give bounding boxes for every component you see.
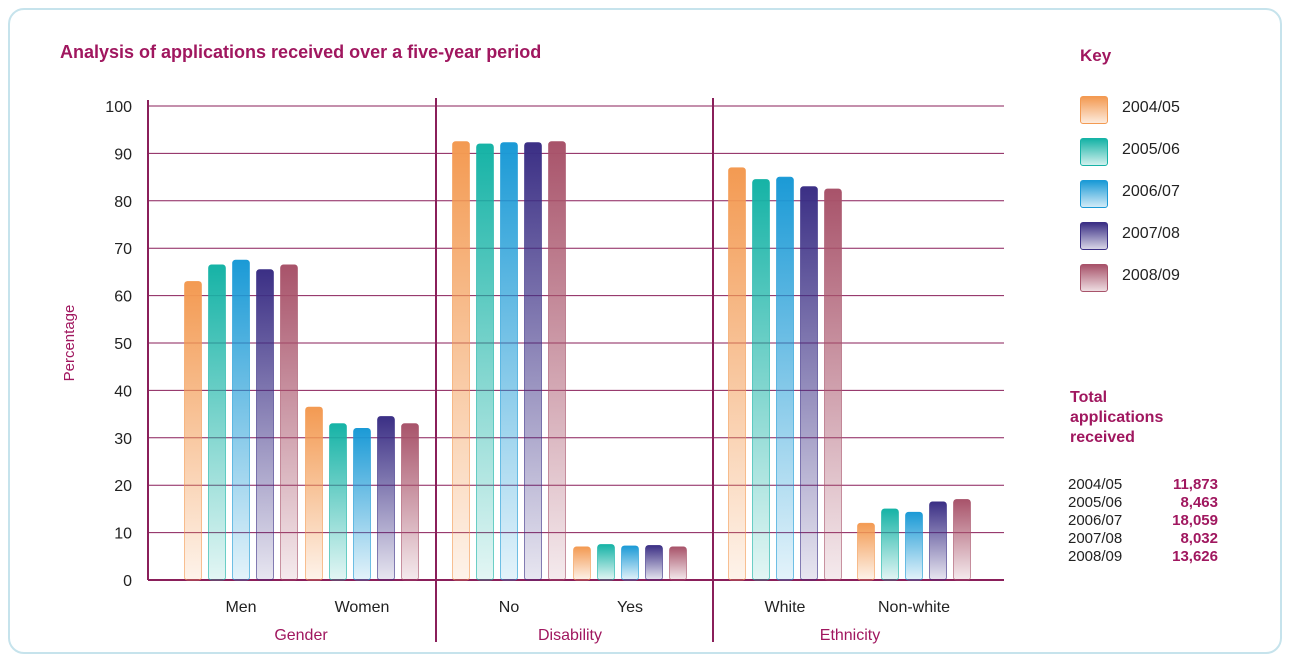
bar <box>800 186 818 581</box>
bar <box>476 143 494 581</box>
group-label: Ethnicity <box>820 627 880 644</box>
y-tick-label: 0 <box>123 573 132 590</box>
bar <box>881 508 899 581</box>
totals-year: 2008/09 <box>1068 548 1123 565</box>
bar <box>452 141 470 581</box>
group-label: Gender <box>274 627 328 644</box>
legend-label: 2005/06 <box>1122 141 1180 158</box>
totals-row: 2006/07 18,059 <box>1068 512 1218 530</box>
totals-row: 2004/05 11,873 <box>1068 476 1218 494</box>
chart-title: Analysis of applications received over a… <box>60 42 542 62</box>
totals-table: 2004/05 11,873 2005/06 8,463 2006/07 18,059… <box>1068 476 1218 566</box>
y-tick-label: 20 <box>114 478 132 495</box>
bar <box>776 176 794 581</box>
bar <box>524 142 542 581</box>
bar <box>329 423 347 581</box>
bar <box>857 522 875 581</box>
x-tick-label: Women <box>335 599 390 616</box>
bar <box>905 511 923 581</box>
x-tick-label: Yes <box>617 599 643 616</box>
legend-swatch <box>1080 138 1108 166</box>
bar <box>752 179 770 581</box>
y-tick-label: 40 <box>114 383 132 400</box>
y-tick-label: 70 <box>114 241 132 258</box>
bar <box>184 281 202 581</box>
x-tick-label: No <box>499 599 520 616</box>
bar <box>377 416 395 581</box>
totals-value: 8,463 <box>1180 494 1218 511</box>
legend-label: 2008/09 <box>1122 267 1180 284</box>
totals-row: 2005/06 8,463 <box>1068 494 1218 512</box>
x-tick-label: Men <box>225 599 256 616</box>
totals-row: 2008/09 13,626 <box>1068 548 1218 566</box>
legend-label: 2007/08 <box>1122 225 1180 242</box>
bar <box>280 264 298 581</box>
bar <box>669 546 687 581</box>
y-tick-label: 90 <box>114 146 132 163</box>
bar <box>232 259 250 581</box>
bar <box>929 501 947 581</box>
legend-swatch <box>1080 180 1108 208</box>
legend-label: 2004/05 <box>1122 99 1180 116</box>
y-tick-label: 50 <box>114 336 132 353</box>
bar <box>645 545 663 581</box>
x-tick-label: Non-white <box>878 599 950 616</box>
totals-value: 18,059 <box>1172 512 1218 529</box>
totals-row: 2007/08 8,032 <box>1068 530 1218 548</box>
bar <box>548 141 566 581</box>
key-title: Key <box>1080 46 1112 65</box>
bar <box>824 188 842 581</box>
bar <box>728 167 746 581</box>
bar <box>500 142 518 581</box>
totals-value: 11,873 <box>1172 476 1218 493</box>
totals-year: 2005/06 <box>1068 494 1123 511</box>
y-tick-label: 80 <box>114 194 132 211</box>
bar <box>953 499 971 581</box>
bar <box>256 269 274 581</box>
legend-swatch <box>1080 222 1108 250</box>
totals-title: Total applications received <box>1070 389 1164 446</box>
totals-year: 2007/08 <box>1068 530 1123 547</box>
bar <box>305 406 323 581</box>
totals-value: 13,626 <box>1172 548 1218 565</box>
totals-value: 8,032 <box>1180 530 1218 547</box>
group-label: Disability <box>538 627 602 644</box>
legend-swatch <box>1080 264 1108 292</box>
y-tick-label: 30 <box>114 431 132 448</box>
y-axis-label: Percentage <box>61 305 78 382</box>
bar <box>621 545 639 581</box>
y-tick-label: 10 <box>114 526 132 543</box>
bar <box>573 546 591 581</box>
bar <box>401 423 419 581</box>
bar <box>208 264 226 581</box>
legend-swatch <box>1080 96 1108 124</box>
totals-year: 2004/05 <box>1068 476 1123 493</box>
bar <box>597 544 615 581</box>
legend-label: 2006/07 <box>1122 183 1180 200</box>
bar <box>353 428 371 581</box>
y-tick-label: 60 <box>114 289 132 306</box>
totals-year: 2006/07 <box>1068 512 1123 529</box>
y-tick-label: 100 <box>105 99 132 116</box>
x-tick-label: White <box>765 599 806 616</box>
